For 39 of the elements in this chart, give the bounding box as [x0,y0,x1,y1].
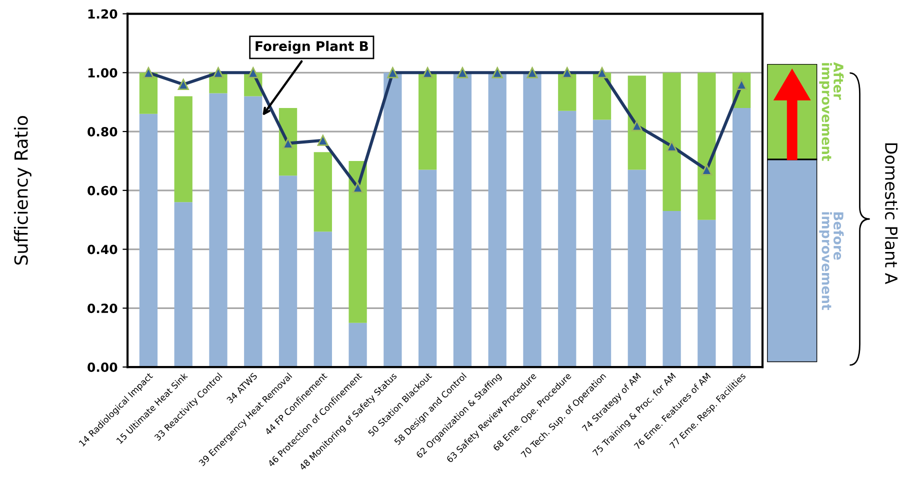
bar [418,170,437,368]
bar [418,72,437,170]
bar [698,220,716,368]
series-label: Foreign Plant B [256,40,368,54]
bar [139,114,158,368]
bar [174,96,192,202]
bar [384,72,402,368]
y-axis-title: Sufficiency Ratio [14,116,32,265]
bar [628,170,646,368]
bar [592,120,612,368]
y-tick-label: 0.40 [88,244,118,254]
bar [174,202,192,368]
bar [139,72,158,114]
text: Before improvement [819,212,844,310]
y-tick-label: 0.80 [88,127,118,136]
bar [558,110,576,368]
y-tick-label: 0.00 [88,362,118,372]
legend-title: Domestic Plant A [884,143,898,284]
text: After improvement [819,62,844,161]
bar [244,96,262,368]
bar [732,108,751,368]
bar [488,72,506,368]
bar [348,160,367,323]
bar [558,72,576,111]
bar [209,93,228,368]
bar [523,72,542,368]
bar [314,232,332,368]
y-tick-label: 0.20 [88,304,118,314]
y-tick-label: 1.00 [88,68,118,78]
bar [628,76,646,170]
bar [314,152,332,232]
bar [662,72,681,212]
bar [348,322,367,368]
bar [278,176,298,368]
y-tick-label: 1.20 [88,9,118,19]
bar [453,72,472,368]
bar [698,72,716,220]
y-tick-label: 0.60 [88,186,118,196]
bar [662,211,681,368]
